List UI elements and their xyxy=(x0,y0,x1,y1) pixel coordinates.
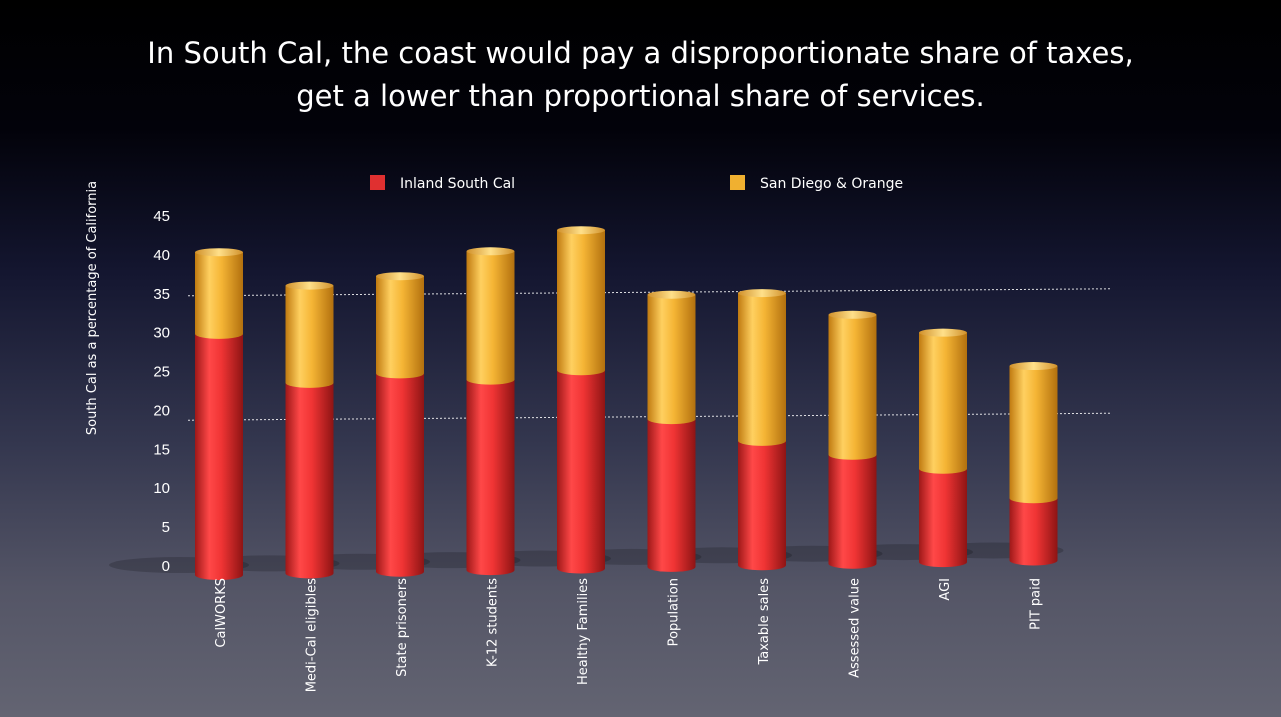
bar-cap xyxy=(285,281,334,290)
x-tick-label: CalWORKS xyxy=(214,578,229,648)
bar-stack xyxy=(466,247,515,576)
legend-item: Inland South Cal xyxy=(370,175,515,192)
bar-san-diego-orange xyxy=(285,285,334,388)
bar-inland-south-cal xyxy=(466,379,515,576)
bar-san-diego-orange xyxy=(557,230,605,376)
x-tick-label: K-12 students xyxy=(486,578,501,667)
bar-inland-south-cal xyxy=(1009,498,1058,566)
bar-cap xyxy=(647,290,696,299)
y-tick-label: 5 xyxy=(162,519,170,536)
y-tick-label: 30 xyxy=(153,325,170,342)
bar-san-diego-orange xyxy=(195,252,243,339)
bar-cap xyxy=(919,328,967,337)
x-tick-label: Taxable sales xyxy=(757,578,772,666)
legend-label: San Diego & Orange xyxy=(760,176,903,192)
legend-item: San Diego & Orange xyxy=(730,175,903,192)
bar-cap xyxy=(1009,362,1058,371)
bar-cap xyxy=(466,247,515,256)
y-tick-label: 40 xyxy=(153,247,170,264)
y-tick-label: 45 xyxy=(153,208,170,225)
legend-label: Inland South Cal xyxy=(400,176,515,192)
bar-cap xyxy=(738,289,786,298)
bar-inland-south-cal xyxy=(828,454,877,569)
bar-stack xyxy=(919,328,967,568)
bar-stack xyxy=(285,281,334,579)
chart-title: In South Cal, the coast would pay a disp… xyxy=(0,32,1281,118)
x-tick-label: Assessed value xyxy=(848,578,863,678)
title-line-2: get a lower than proportional share of s… xyxy=(296,79,985,113)
x-tick-label: Population xyxy=(667,578,682,646)
bar-stack xyxy=(557,226,605,574)
x-tick-label: AGI xyxy=(938,578,953,601)
legend: Inland South Cal San Diego & Orange xyxy=(370,175,903,192)
bar-san-diego-orange xyxy=(647,294,696,425)
bar-cap xyxy=(557,226,605,235)
y-tick-label: 25 xyxy=(153,364,170,381)
y-tick-label: 10 xyxy=(153,480,170,497)
bar-inland-south-cal xyxy=(557,370,605,574)
legend-swatch xyxy=(730,175,745,190)
bar-stack xyxy=(738,289,786,571)
x-tick-label: State prisoners xyxy=(395,578,410,677)
y-tick-label: 0 xyxy=(162,558,170,575)
y-tick-label: 20 xyxy=(153,402,170,419)
y-tick-label: 35 xyxy=(153,286,170,303)
bar-cap xyxy=(828,310,877,319)
x-axis: CalWORKS Medi-Cal eligibles State prisoner… xyxy=(214,578,1044,693)
x-tick-label: Medi-Cal eligibles xyxy=(305,578,320,693)
bar-stack xyxy=(1009,362,1058,566)
bar-stack xyxy=(647,290,696,572)
bar-san-diego-orange xyxy=(828,314,877,460)
bar-cap xyxy=(195,248,243,257)
y-axis: 0 5 10 15 20 25 30 35 40 45 xyxy=(153,208,170,575)
bar-stack xyxy=(195,248,243,580)
bar-inland-south-cal xyxy=(195,333,243,580)
x-tick-label: PIT paid xyxy=(1029,578,1044,630)
bar-san-diego-orange xyxy=(1009,366,1058,504)
bars xyxy=(195,226,1058,580)
bar-san-diego-orange xyxy=(919,332,967,474)
y-axis-title: South Cal as a percentage of California xyxy=(85,181,100,435)
bar-cap xyxy=(376,272,424,281)
bar-inland-south-cal xyxy=(919,468,967,568)
bar-inland-south-cal xyxy=(647,419,696,572)
bar-san-diego-orange xyxy=(376,276,424,379)
bar-inland-south-cal xyxy=(285,382,334,579)
legend-swatch xyxy=(370,175,385,190)
x-tick-label: Healthy Families xyxy=(576,578,591,685)
bar-inland-south-cal xyxy=(376,373,424,577)
title-line-1: In South Cal, the coast would pay a disp… xyxy=(147,36,1134,70)
bar-san-diego-orange xyxy=(738,293,786,446)
bar-stack xyxy=(376,272,424,577)
y-tick-label: 15 xyxy=(153,441,170,458)
bar-inland-south-cal xyxy=(738,440,786,571)
bar-stack xyxy=(828,310,877,569)
bar-san-diego-orange xyxy=(466,251,515,385)
